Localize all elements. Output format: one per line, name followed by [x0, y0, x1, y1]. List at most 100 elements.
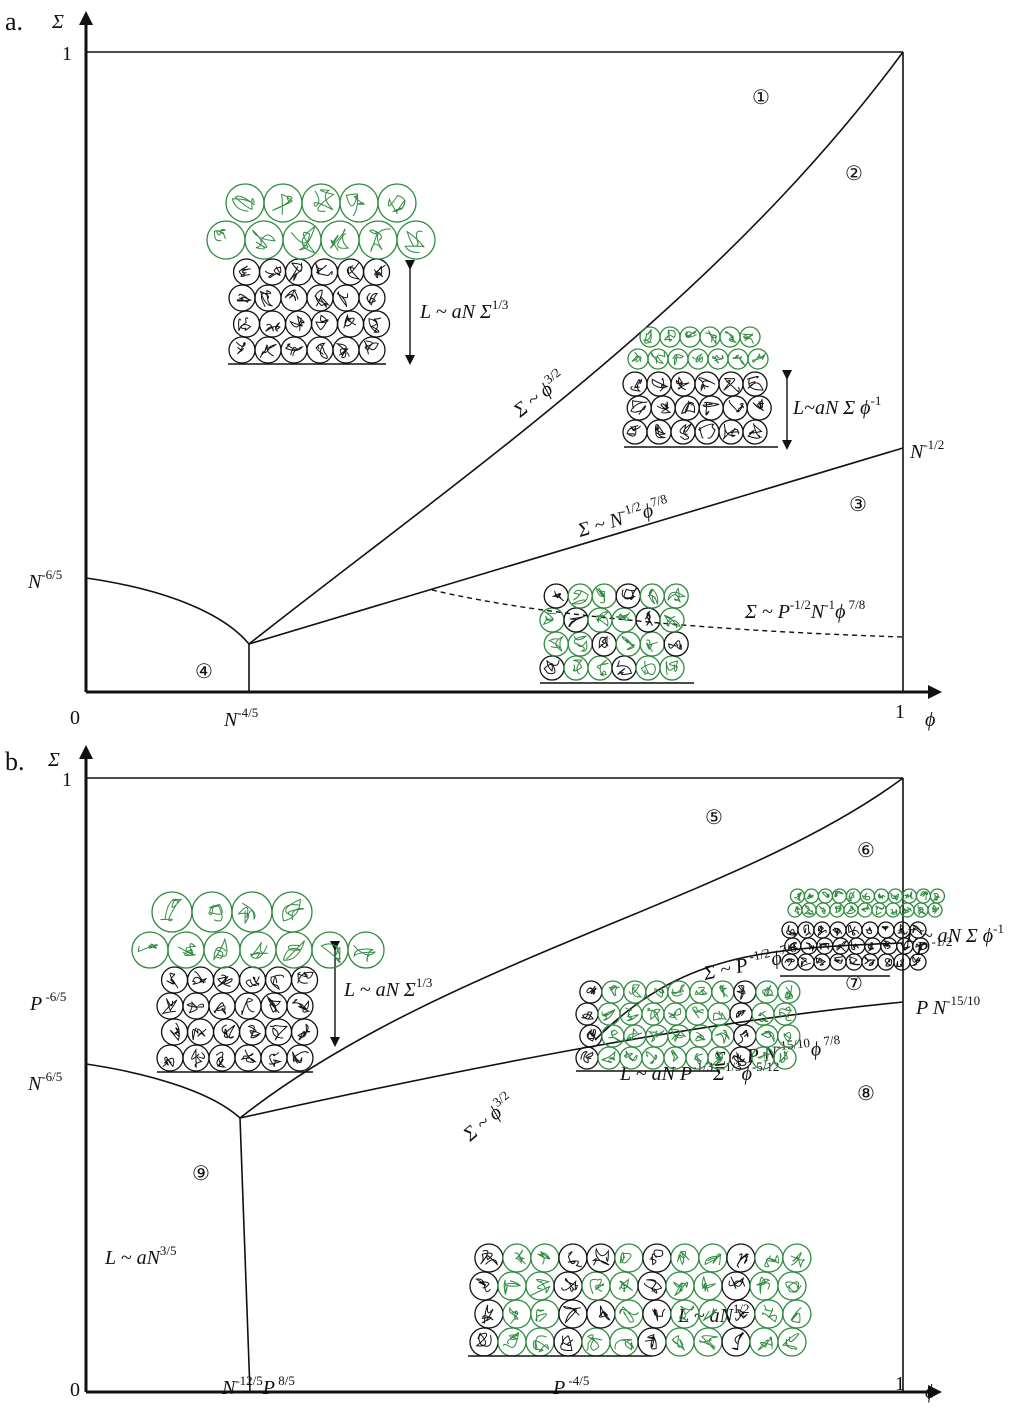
panel-b-y-axis-title: Σ	[47, 749, 60, 771]
panel-a-height-1: L ~ aN Σ1/3	[419, 297, 508, 323]
black-coil	[310, 310, 339, 338]
mixed-coil	[773, 1002, 797, 1026]
green-coil	[929, 888, 946, 904]
green-coil	[915, 888, 932, 904]
black-coil	[208, 1044, 236, 1072]
black-coil	[864, 937, 882, 955]
mixed-coil	[609, 1327, 639, 1357]
green-coil	[647, 348, 669, 370]
black-coil	[781, 921, 799, 939]
panel-a-x-axis-title: ϕ	[925, 709, 935, 731]
mixed-coil	[685, 1002, 709, 1026]
green-coil	[815, 902, 831, 918]
green-coil	[829, 902, 845, 918]
black-coil	[622, 371, 648, 397]
mixed-coil	[645, 980, 669, 1004]
panel-b-label: b.	[5, 747, 25, 776]
green-coil	[627, 348, 649, 370]
mixed-coil	[502, 1243, 532, 1273]
panel-a-label: a.	[5, 7, 23, 36]
panel-b-x-right-tick: 1	[895, 1373, 905, 1395]
green-coil	[396, 220, 436, 260]
green-coil	[358, 220, 398, 260]
black-coil	[232, 258, 261, 286]
black-coil	[861, 953, 879, 971]
mixed-coil	[639, 631, 665, 657]
green-coil	[699, 326, 721, 348]
black-coil	[336, 310, 365, 338]
black-coil	[646, 419, 672, 445]
mixed-coil	[749, 1271, 779, 1301]
black-coil	[358, 284, 386, 312]
panel-a-region-4: ④	[195, 661, 213, 683]
mixed-coil	[497, 1327, 527, 1357]
black-coil	[626, 395, 652, 421]
mixed-coil	[667, 980, 691, 1004]
black-coil	[358, 336, 386, 364]
panel-b-y-top-tick: 1	[62, 769, 72, 791]
green-coil	[203, 931, 241, 969]
black-coil	[670, 371, 696, 397]
mixed-coil	[693, 1327, 723, 1357]
green-coil	[831, 888, 848, 904]
black-coil	[234, 992, 262, 1020]
black-coil	[694, 419, 720, 445]
panel-a-x-right-tick: 1	[895, 701, 905, 723]
green-coil	[667, 348, 689, 370]
panel-b-region-5: ⑤	[705, 807, 723, 829]
mixed-coil	[777, 1327, 807, 1357]
mixed-coil	[635, 655, 661, 681]
black-coil	[258, 310, 287, 338]
panel-a-right-mark: N-1/2	[909, 437, 944, 463]
panel-a-y-axis-title: Σ	[51, 11, 64, 33]
mixed-coil	[530, 1243, 560, 1273]
mixed-coil	[623, 1024, 647, 1048]
black-coil	[156, 1044, 184, 1072]
green-coil	[747, 348, 769, 370]
panel-a-height-2: L~aN Σ ϕ-1	[792, 393, 881, 419]
green-coil	[739, 326, 761, 348]
black-coil	[212, 966, 241, 994]
mixed-coil	[665, 1327, 695, 1357]
panel-b-x-axis-title: ϕ	[925, 1381, 935, 1403]
panel-a-region-3: ③	[849, 494, 867, 516]
mixed-coil	[525, 1327, 555, 1357]
black-coil	[650, 395, 676, 421]
mixed-coil	[502, 1299, 532, 1329]
black-coil	[234, 1044, 262, 1072]
black-coil	[797, 953, 815, 971]
black-coil	[286, 992, 314, 1020]
mixed-coil	[663, 583, 689, 609]
panel-b-x-mark-1: N-12/5P 8/5	[221, 1373, 295, 1399]
green-coil	[887, 888, 904, 904]
black-coil	[156, 992, 184, 1020]
black-coil	[310, 258, 339, 286]
mixed-coil	[663, 631, 689, 657]
panel-a-y-top-tick: 1	[62, 43, 72, 65]
mixed-coil	[539, 607, 565, 633]
black-coil	[698, 395, 724, 421]
green-coil	[239, 931, 277, 969]
mixed-coil	[575, 1046, 599, 1070]
green-coil	[151, 891, 193, 933]
panel-a-curve-left	[85, 577, 250, 645]
panel-b-height-5: L ~ aN3/5	[104, 1243, 177, 1269]
mixed-coil	[525, 1271, 555, 1301]
mixed-coil	[733, 1024, 757, 1048]
green-coil	[271, 891, 313, 933]
mixed-coil	[553, 1271, 583, 1301]
green-coil	[339, 183, 379, 223]
mixed-coil	[721, 1271, 751, 1301]
panel-b-region-7: ⑦	[845, 973, 863, 995]
black-coil	[909, 921, 927, 939]
black-coil	[208, 992, 236, 1020]
panel-b-height-2: L ~ aN Σ ϕ-1	[905, 921, 1004, 947]
black-coil	[228, 284, 256, 312]
mixed-coil	[586, 1243, 616, 1273]
mixed-coil	[567, 583, 593, 609]
panel-a-y-mark: N-6/5	[27, 567, 62, 593]
mixed-coil	[707, 1002, 731, 1026]
green-coil	[913, 902, 929, 918]
mixed-coil	[591, 631, 617, 657]
panel-a-curve-steep-label: Σ ~ ϕ3/2	[506, 365, 570, 423]
